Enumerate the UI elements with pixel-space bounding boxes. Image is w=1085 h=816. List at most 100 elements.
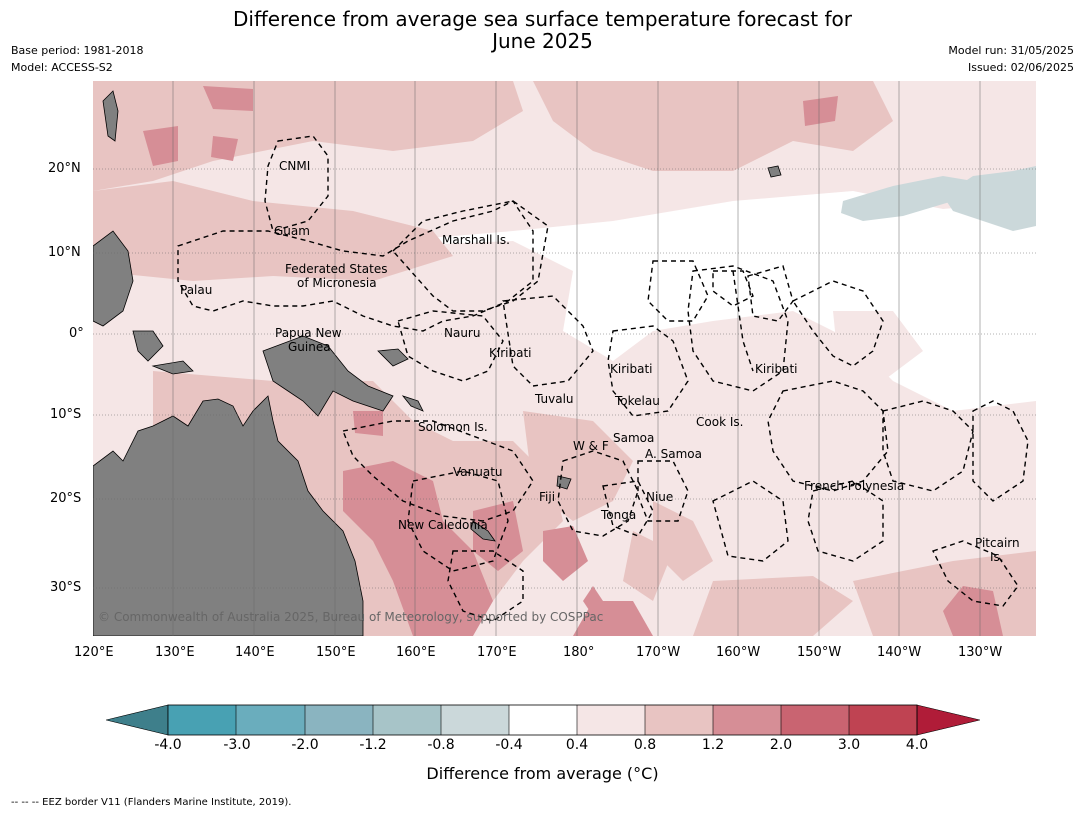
colorbar-tick: -0.4	[495, 737, 523, 753]
lon-label-140e: 140°E	[235, 645, 275, 660]
lat-label-10s: 10°S	[50, 407, 82, 422]
label-cook: Cook Is.	[696, 415, 743, 429]
label-fsm-1: Federated States	[285, 262, 387, 276]
colorbar-tick: 2.0	[769, 737, 793, 753]
lon-label-140w: 140°W	[877, 645, 922, 660]
label-new-caledonia: New Caledonia	[398, 518, 488, 532]
colorbar-tick: 0.4	[565, 737, 589, 753]
colorbar-frame	[167, 704, 918, 736]
meta-left: Base period: 1981-2018 Model: ACCESS-S2	[11, 42, 143, 76]
colorbar-bin-3	[305, 705, 373, 735]
model-run: Model run: 31/05/2025	[948, 44, 1074, 57]
colorbar-tick: -0.8	[427, 737, 455, 753]
colorbar-bin-11	[849, 705, 917, 735]
chart-title: Difference from average sea surface temp…	[0, 8, 1085, 52]
label-png-1: Papua New	[275, 326, 342, 340]
lat-label-20n: 20°N	[48, 161, 81, 176]
new-britain	[377, 348, 409, 367]
lon-grid	[172, 81, 981, 636]
label-samoa: Samoa	[613, 431, 654, 445]
lon-label-150w: 150°W	[797, 645, 842, 660]
model-name: Model: ACCESS-S2	[11, 61, 113, 74]
lat-label-0: 0°	[69, 326, 84, 341]
colorbar-bin-1	[168, 705, 236, 735]
label-kiribati-east: Kiribati	[755, 362, 797, 376]
lon-label-170w: 170°W	[636, 645, 681, 660]
land-masses	[93, 90, 782, 636]
label-fiji: Fiji	[539, 490, 555, 504]
eez-borders	[177, 135, 1029, 622]
colorbar-bin-9	[713, 705, 781, 735]
label-palau: Palau	[180, 283, 212, 297]
label-tonga: Tonga	[600, 508, 636, 522]
lon-label-160e: 160°E	[396, 645, 436, 660]
region-labels: CNMI Guam Marshall Is. Federated States …	[180, 159, 1020, 564]
lat-label-20s: 20°S	[50, 491, 82, 506]
colorbar-bin-7	[577, 705, 645, 735]
anomaly-neg-0-8-to-neg-0-4	[841, 166, 1036, 231]
sulawesi	[132, 330, 164, 362]
colorbar-dividers	[235, 705, 850, 735]
colorbar-tick: 0.8	[633, 737, 657, 753]
colorbar-tick: -2.0	[291, 737, 319, 753]
colorbar-under-arrow	[106, 704, 169, 736]
colorbar	[106, 704, 980, 736]
title-line-2: June 2025	[492, 29, 593, 53]
colorbar-tick: -4.0	[154, 737, 182, 753]
colorbar-tick: 1.2	[701, 737, 725, 753]
label-american-samoa: A. Samoa	[645, 447, 702, 461]
sst-anomaly-map[interactable]: CNMI Guam Marshall Is. Federated States …	[93, 81, 1036, 636]
borneo-edge	[93, 230, 134, 327]
colorbar-bin-4	[373, 705, 441, 735]
label-kiribati-central: Kiribati	[610, 362, 652, 376]
label-marshall: Marshall Is.	[442, 233, 510, 247]
lon-label-120e: 120°E	[74, 645, 114, 660]
map-svg: CNMI Guam Marshall Is. Federated States …	[93, 81, 1036, 636]
new-caledonia	[470, 520, 496, 542]
lon-label-160w: 160°W	[716, 645, 761, 660]
colorbar-bin-8	[645, 705, 713, 735]
label-tuvalu: Tuvalu	[534, 392, 574, 406]
issued-date: Issued: 02/06/2025	[967, 61, 1074, 74]
lat-label-30s: 30°S	[50, 580, 82, 595]
label-tokelau: Tokelau	[614, 394, 660, 408]
copyright-text: © Commonwealth of Australia 2025, Bureau…	[98, 610, 603, 624]
australia	[93, 395, 364, 636]
colorbar-bin-5	[441, 705, 509, 735]
papua-new-guinea	[262, 335, 394, 417]
meta-right: Model run: 31/05/2025 Issued: 02/06/2025	[948, 42, 1074, 76]
colorbar-label: Difference from average (°C)	[426, 764, 659, 783]
colorbar-tick: -3.0	[223, 737, 251, 753]
lon-label-130e: 130°E	[155, 645, 195, 660]
lon-label-130w: 130°W	[958, 645, 1003, 660]
label-fsm-2: of Micronesia	[297, 276, 377, 290]
lon-label-150e: 150°E	[316, 645, 356, 660]
title-line-1: Difference from average sea surface temp…	[232, 7, 852, 31]
colorbar-bin-10	[781, 705, 849, 735]
label-kiribati-west: Kiribati	[489, 346, 531, 360]
solomon-is	[401, 395, 424, 412]
label-nauru: Nauru	[444, 326, 480, 340]
colorbar-tick: 4.0	[905, 737, 929, 753]
base-period: Base period: 1981-2018	[11, 44, 144, 57]
label-niue: Niue	[646, 490, 673, 504]
colorbar-bin-2	[236, 705, 305, 735]
label-guam: Guam	[274, 224, 310, 238]
lon-label-180: 180°	[563, 645, 595, 660]
colorbar-over-arrow	[916, 704, 980, 736]
label-solomon: Solomon Is.	[418, 420, 488, 434]
label-french-polynesia: French Polynesia	[804, 479, 904, 493]
lat-grid	[93, 168, 1036, 589]
label-cnmi: CNMI	[279, 159, 310, 173]
colorbar-tick: 3.0	[837, 737, 861, 753]
label-pitcairn-2: Is.	[990, 550, 1004, 564]
lon-label-170e: 170°E	[477, 645, 517, 660]
label-wallis-futuna: W & F	[573, 439, 609, 453]
colorbar-tick: -1.2	[359, 737, 387, 753]
label-pitcairn-1: Pitcairn	[975, 536, 1020, 550]
label-vanuatu: Vanuatu	[453, 465, 503, 479]
label-png-2: Guinea	[288, 340, 331, 354]
eez-footnote: -- -- -- EEZ border V11 (Flanders Marine…	[11, 797, 292, 808]
colorbar-bin-6	[509, 705, 577, 735]
lat-label-10n: 10°N	[48, 245, 81, 260]
